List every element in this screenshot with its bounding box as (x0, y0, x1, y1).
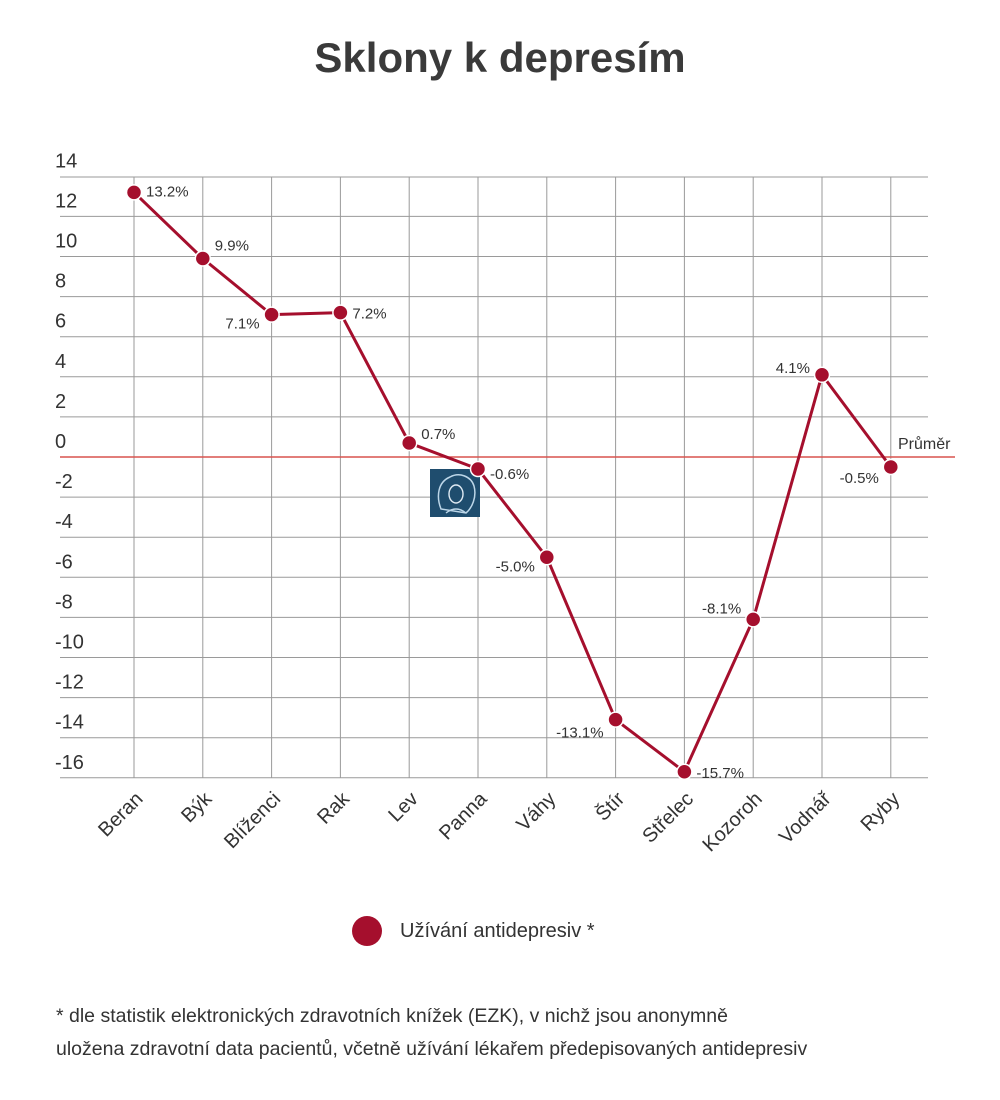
data-label: -8.1% (702, 600, 741, 617)
icon-background (430, 469, 480, 517)
x-axis-ticks: Beran Býk Blíženci Rak Lev Panna Váhy Štír Střel… (94, 787, 904, 856)
data-label: -13.1% (556, 725, 604, 742)
y-tick-label: 2 (55, 391, 66, 413)
icon-hair (437, 474, 476, 514)
x-tick-label: Střelec (638, 788, 698, 848)
y-tick-label: 4 (55, 351, 66, 373)
data-label: -0.5% (840, 470, 879, 487)
x-tick-label: Rak (313, 787, 354, 828)
y-tick-label: -14 (55, 712, 84, 734)
line-chart: 14 12 10 8 6 4 2 0 -2 -4 -6 -8 -10 -12 -14 -16 Beran Býk… (55, 150, 955, 856)
y-tick-label: 8 (55, 271, 66, 293)
legend: Užívání antidepresiv * (352, 914, 595, 948)
legend-marker (352, 916, 382, 946)
y-tick-label: -10 (55, 632, 84, 654)
footnote-line-1: * dle statistik elektronických zdravotní… (56, 1005, 728, 1027)
x-tick-label: Štír (591, 787, 630, 826)
average-line-label: Průměr (898, 435, 951, 453)
y-tick-label: -8 (55, 591, 73, 613)
y-tick-label: 0 (55, 431, 66, 453)
data-label: 7.1% (225, 316, 259, 333)
x-tick-label: Panna (435, 787, 492, 844)
data-label: 13.2% (146, 183, 189, 200)
data-label: 7.2% (352, 306, 386, 323)
data-point (332, 304, 349, 321)
data-point (400, 434, 418, 452)
data-point (882, 458, 900, 476)
x-tick-label: Kozoroh (698, 788, 766, 856)
data-point (538, 549, 556, 566)
data-point (607, 711, 624, 728)
x-tick-label: Býk (177, 787, 217, 827)
x-tick-label: Vodnář (775, 787, 836, 848)
y-tick-label: -2 (55, 471, 73, 493)
x-tick-label: Blíženci (220, 788, 285, 853)
data-point (744, 611, 762, 628)
data-label: 4.1% (776, 360, 810, 377)
y-tick-label: -12 (55, 672, 84, 694)
average-reference-line: Průměr (60, 435, 955, 458)
data-label: -5.0% (496, 558, 535, 575)
virgo-woman-portrait-icon (430, 469, 480, 517)
y-tick-label: 12 (55, 190, 77, 212)
legend-label: Užívání antidepresiv * (400, 919, 595, 942)
icon-neck (445, 508, 467, 514)
x-tick-label: Lev (384, 788, 422, 826)
y-tick-label: 14 (55, 150, 77, 172)
data-point (469, 460, 487, 478)
icon-face (448, 484, 464, 504)
data-label: 9.9% (215, 238, 249, 255)
y-tick-label: -16 (55, 752, 84, 774)
data-point (813, 366, 831, 384)
series-line (132, 191, 893, 774)
series-points (125, 184, 900, 781)
data-label: 0.7% (421, 426, 455, 443)
footnote-line-2: uložena zdravotní data pacientů, včetně … (56, 1038, 808, 1060)
chart-title: Sklony k depresím (314, 34, 686, 81)
y-tick-label: 6 (55, 311, 66, 333)
y-tick-label: 10 (55, 231, 77, 253)
y-tick-label: -6 (55, 551, 73, 573)
data-point (263, 306, 280, 323)
y-axis-ticks: 14 12 10 8 6 4 2 0 -2 -4 -6 -8 -10 -12 -14 -16 (55, 150, 84, 774)
data-point (125, 184, 143, 201)
series-line-path (132, 191, 893, 774)
y-tick-label: -4 (55, 511, 73, 533)
x-tick-label: Ryby (857, 788, 905, 836)
footnote: * dle statistik elektronických zdravotní… (56, 1000, 986, 1066)
data-point (194, 250, 212, 267)
data-labels: 13.2% 9.9% 7.1% 7.2% 0.7% -0.6% -5.0% -13.1% -15… (146, 183, 879, 781)
data-label: -0.6% (490, 466, 529, 483)
data-label: -15.7% (696, 765, 744, 782)
data-point (676, 763, 693, 781)
x-tick-label: Beran (94, 788, 147, 841)
x-tick-label: Váhy (513, 788, 561, 836)
